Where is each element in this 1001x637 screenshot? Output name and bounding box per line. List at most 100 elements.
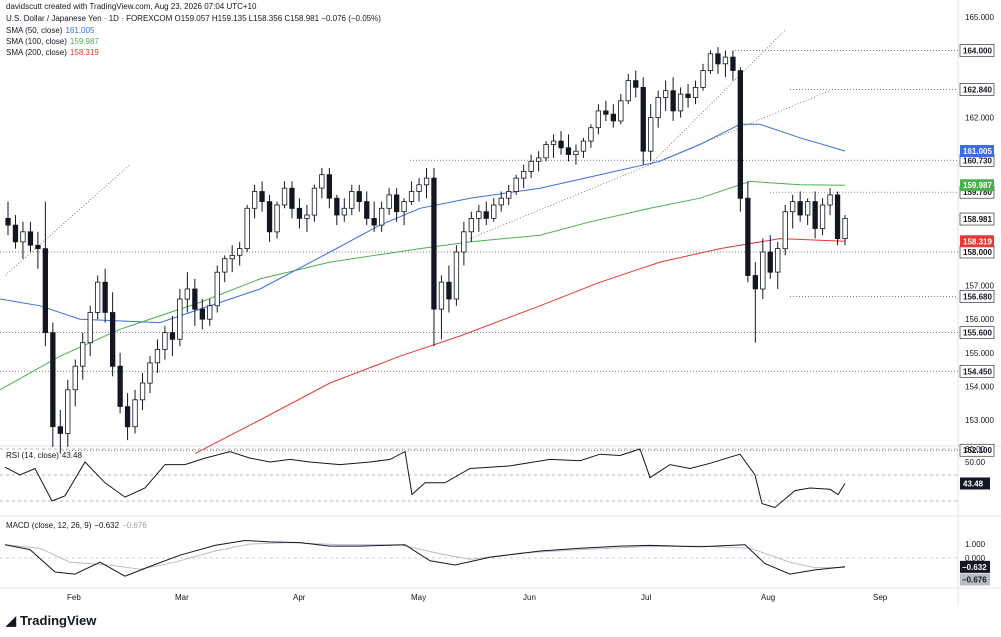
candle-body bbox=[730, 56, 736, 71]
candle-body bbox=[565, 147, 572, 155]
candle-body bbox=[461, 231, 467, 253]
level-label-box bbox=[959, 290, 995, 303]
candle-body bbox=[401, 201, 407, 213]
candle-body bbox=[558, 140, 564, 149]
macd-value-badge: −0.632 bbox=[962, 563, 987, 572]
candle-body bbox=[192, 288, 198, 310]
candle-body bbox=[132, 399, 138, 428]
price-tick-label: 154.000 bbox=[965, 382, 994, 391]
sma100-badge-bg bbox=[960, 179, 994, 192]
candle-body bbox=[162, 332, 168, 350]
candle-body bbox=[393, 194, 400, 213]
candle-body bbox=[550, 140, 557, 145]
level-label: 155.600 bbox=[963, 329, 992, 338]
candle-body bbox=[20, 231, 26, 243]
candle-body bbox=[506, 191, 512, 199]
level-label-box bbox=[959, 443, 995, 457]
level-label-box bbox=[959, 44, 995, 57]
level-label: 156.680 bbox=[963, 292, 992, 301]
candle-body bbox=[416, 184, 422, 192]
candle-body bbox=[50, 332, 56, 428]
candle-body bbox=[782, 211, 788, 250]
candle-body bbox=[677, 93, 684, 112]
tradingview-mark-icon: ◢ bbox=[6, 613, 16, 628]
candle-body bbox=[386, 194, 392, 209]
sma100-badge: 159.987 bbox=[963, 181, 992, 190]
time-axis-label: Sep bbox=[873, 593, 888, 602]
candle-body bbox=[513, 177, 519, 192]
candle-body bbox=[177, 298, 183, 340]
level-label: 152.100 bbox=[963, 446, 992, 455]
price-tick-label: 162.000 bbox=[965, 114, 994, 123]
candle-body bbox=[543, 144, 549, 159]
candle-body bbox=[625, 80, 631, 102]
time-axis-label: Jul bbox=[641, 593, 651, 602]
time-axis-label: May bbox=[411, 593, 426, 602]
last-price-box bbox=[959, 212, 995, 226]
candle-body bbox=[289, 187, 295, 209]
candle-body bbox=[491, 204, 497, 219]
candle-body bbox=[207, 305, 213, 320]
candle-body bbox=[767, 251, 773, 273]
candle-body bbox=[423, 177, 430, 186]
candle-body bbox=[745, 197, 751, 276]
candle-body bbox=[326, 174, 333, 199]
candle-body bbox=[468, 217, 475, 233]
macd-tick-label: 1.000 bbox=[965, 540, 986, 549]
sma200-legend: SMA (200, close) 158.319 bbox=[6, 48, 99, 57]
candle-body bbox=[117, 365, 123, 407]
symbol-line: U.S. Dollar / Japanese Yen · 1D · FOREXC… bbox=[6, 14, 381, 23]
candle-body bbox=[573, 150, 579, 155]
candle-body bbox=[648, 117, 654, 152]
candle-body bbox=[244, 207, 250, 250]
macd-legend: MACD (close, 12, 26, 9) −0.632 −0.676 bbox=[6, 521, 147, 530]
candle-body bbox=[692, 87, 699, 98]
rsi-tick-label: 50.00 bbox=[965, 458, 986, 467]
trend-line bbox=[4, 164, 131, 276]
candle-body bbox=[655, 97, 661, 119]
candle-body bbox=[334, 197, 340, 216]
time-axis-label: Jun bbox=[523, 593, 536, 602]
sma100-line bbox=[0, 180, 846, 391]
candle-body bbox=[319, 174, 325, 189]
candle-body bbox=[595, 110, 601, 129]
price-tick-label: 153.000 bbox=[965, 416, 994, 425]
sma200-line bbox=[194, 238, 846, 455]
sma100-legend: SMA (100, close) 159.987 bbox=[6, 37, 99, 46]
candle-body bbox=[147, 362, 153, 384]
trend-line bbox=[469, 90, 831, 239]
candle-body bbox=[834, 194, 841, 239]
candle-body bbox=[95, 281, 101, 313]
candle-body bbox=[797, 201, 803, 216]
candle-body bbox=[364, 201, 370, 219]
candle-body bbox=[431, 177, 437, 310]
candle-body bbox=[521, 170, 527, 179]
candle-body bbox=[722, 56, 729, 65]
candle-body bbox=[498, 197, 504, 206]
candle-body bbox=[805, 201, 811, 216]
candle-body bbox=[790, 201, 796, 213]
candle-body bbox=[304, 214, 310, 219]
candle-body bbox=[408, 191, 415, 203]
candle-body bbox=[199, 308, 206, 320]
tradingview-logo[interactable]: ◢ TradingView bbox=[6, 613, 97, 628]
candle-body bbox=[341, 207, 348, 216]
candle-body bbox=[453, 251, 460, 300]
candle-body bbox=[214, 271, 220, 307]
candle-body bbox=[356, 191, 362, 203]
candle-body bbox=[236, 248, 243, 256]
candle-body bbox=[483, 211, 489, 219]
candle-body bbox=[827, 194, 833, 206]
level-label-box bbox=[959, 83, 995, 96]
rsi-value-badge-bg bbox=[960, 477, 990, 490]
candle-body bbox=[27, 231, 34, 246]
candle-body bbox=[102, 281, 108, 313]
signal-value-badge-bg bbox=[960, 573, 990, 586]
candle-body bbox=[229, 254, 235, 260]
candle-body bbox=[685, 93, 691, 98]
time-axis-label: Mar bbox=[175, 593, 189, 602]
candle-body bbox=[110, 312, 116, 367]
candle-body bbox=[588, 127, 594, 142]
candle-body bbox=[700, 70, 706, 88]
